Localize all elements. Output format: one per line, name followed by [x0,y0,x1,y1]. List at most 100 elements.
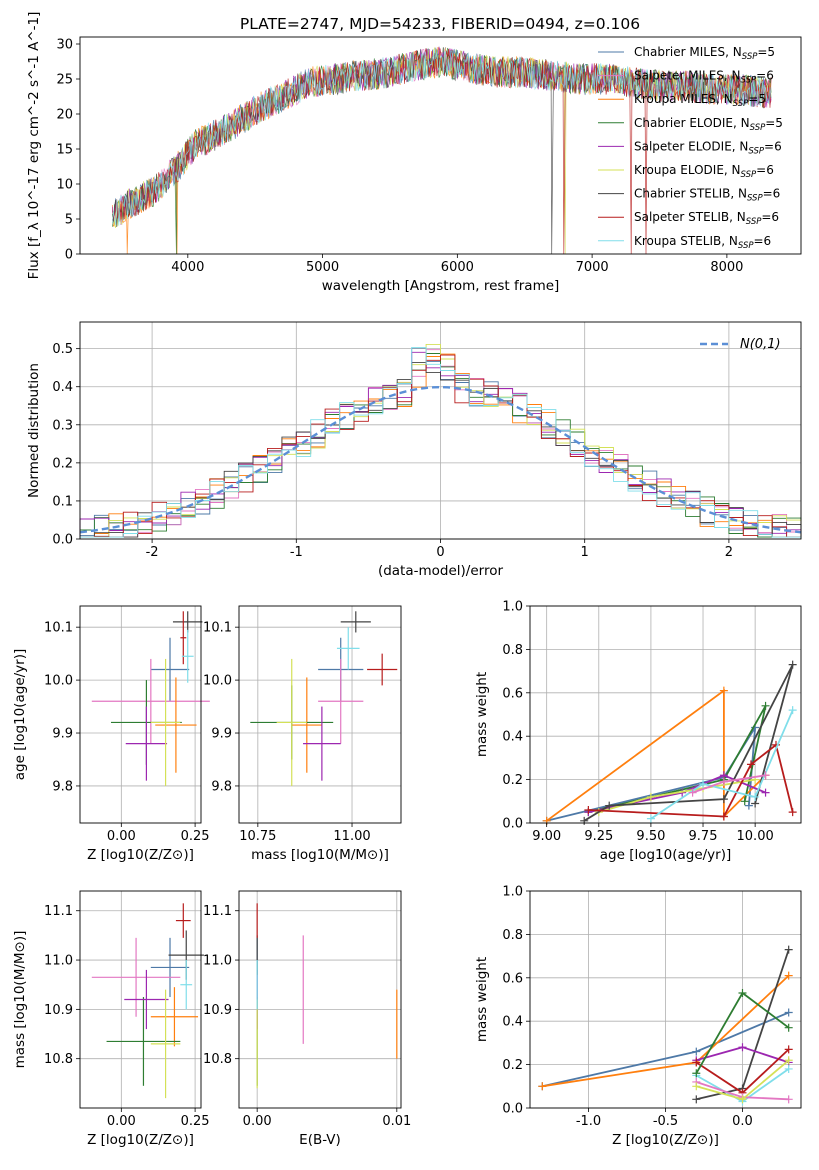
y-tick-label: 11.0 [44,954,73,969]
axes-frame [79,36,802,255]
y-tick-label: 0.8 [502,928,523,943]
y-tick-label: 25 [56,73,73,88]
errorbar-point [125,706,168,781]
weight-marker [646,792,655,801]
x-tick-label: 9.00 [532,829,561,844]
weight-marker [740,797,749,806]
y-tick-label: 10.9 [44,1003,73,1018]
legend-label: Salpeter STELIB, NSSP=6 [634,210,779,227]
x-tick-label: 4000 [171,260,204,275]
weight-marker [788,808,797,817]
axes-frame [79,890,202,1109]
y-tick-label: 0.2 [502,773,523,788]
weight-marker [784,1056,793,1065]
weight-marker [719,795,728,804]
errorbar-point [175,903,191,938]
axes-age-vs-mass: 10.75 11.00 9.8 9.9 10.0 10.1 mass [log10(M/M⊙… [203,605,402,863]
legend-label: Chabrier MILES, NSSP=5 [634,45,775,62]
x-tick-label: 7000 [576,260,609,275]
weight-series-line [588,705,767,813]
weight-marker [784,971,793,980]
weight-marker [692,1047,701,1056]
weight-marker [784,1064,793,1073]
weight-marker [646,814,655,823]
axes-frame [238,890,402,1109]
weight-marker [784,1095,793,1104]
weight-marker [784,1045,793,1054]
y-tick-label: 0.5 [52,342,73,357]
x-tick-label: 11.00 [333,829,370,844]
weight-marker [692,1095,701,1104]
y-tick-label: 9.8 [211,779,232,794]
figure-title: PLATE=2747, MJD=54233, FIBERID=0494, z=0… [240,15,640,33]
y-axis-label: Flux [f_λ 10^-17 erg cm^-2 s^-1 A^-1] [26,12,42,280]
x-tick-label: 9.50 [636,829,665,844]
x-tick-label: 10.75 [239,829,276,844]
errorbar-point [150,637,190,702]
weight-marker [699,779,708,788]
y-tick-label: 0.0 [52,533,73,548]
errorbar-point [172,611,203,633]
weight-marker [692,1058,701,1067]
x-tick-label: 5000 [306,260,339,275]
weight-marker [688,788,697,797]
legend-label: Kroupa MILES, NSSP=5 [634,92,766,109]
histogram-series [79,347,802,539]
plot-area-age-vs-Z [91,611,210,786]
weight-marker [738,1095,747,1104]
weight-series-line [650,709,794,820]
plot-area-mass-vs-Z [91,903,204,1099]
y-tick-label: 0.8 [502,643,523,658]
y-axis-label: mass weight [474,672,490,757]
errorbar-point [150,987,199,1047]
plot-area-weight-vs-Z [538,945,793,1106]
errorbar-point [150,989,181,1099]
weight-series-line [583,664,794,822]
weight-marker [719,686,728,695]
legend-label: Salpeter MILES, NSSP=6 [634,69,774,86]
axes-spectrum: 4000 5000 6000 7000 8000 0 5 10 15 20 25 30 waveleng… [26,12,802,294]
errorbar-point [106,997,181,1086]
spectrum-legend: Chabrier MILES, NSSP=5 Salpeter MILES, NS… [598,45,783,251]
axes-frame [79,605,202,824]
x-tick-label: 0.01 [382,1114,411,1129]
x-tick-label: 10.00 [737,829,774,844]
weight-marker [738,1043,747,1052]
x-tick-label: 0.00 [107,829,136,844]
y-tick-label: 5 [65,213,73,228]
legend-label: Kroupa STELIB, NSSP=6 [634,234,771,251]
x-axis-label: (data-model)/error [378,563,504,579]
errorbar-point [180,960,193,1010]
y-tick-label: 0.6 [502,971,523,986]
y-tick-label: 0.1 [52,494,73,509]
y-tick-label: 11.1 [44,904,73,919]
weight-marker [784,945,793,954]
x-tick-label: 0.00 [107,1114,136,1129]
legend-label: Chabrier ELODIE, NSSP=5 [634,116,783,133]
axes-frame [529,605,802,824]
legend-label: N(0,1) [740,337,781,352]
x-tick-label: 6000 [441,260,474,275]
weight-series-line [546,688,767,822]
weight-marker [584,805,593,814]
plot-area-weight-vs-age [542,660,797,825]
y-tick-label: 10.9 [203,1003,232,1018]
weight-marker [784,1023,793,1032]
legend-label: Chabrier STELIB, NSSP=6 [634,187,780,204]
errorbar-point [181,629,194,683]
x-tick-label: 8000 [710,260,743,275]
errorbar-point [276,658,307,786]
errorbar-point [291,677,322,773]
gaussian-curve [79,385,802,534]
y-tick-label: 0.6 [502,686,523,701]
y-tick-label: 15 [56,143,73,158]
errorbar-point [303,706,341,781]
x-tick-label: 0.25 [181,1114,210,1129]
y-tick-label: 0.2 [502,1058,523,1073]
x-tick-label: 0.00 [243,1114,272,1129]
y-axis-label: mass weight [474,957,490,1042]
y-tick-label: 30 [56,38,73,53]
weight-marker [761,771,770,780]
x-tick-label: 9.25 [584,829,613,844]
weight-marker [605,801,614,810]
